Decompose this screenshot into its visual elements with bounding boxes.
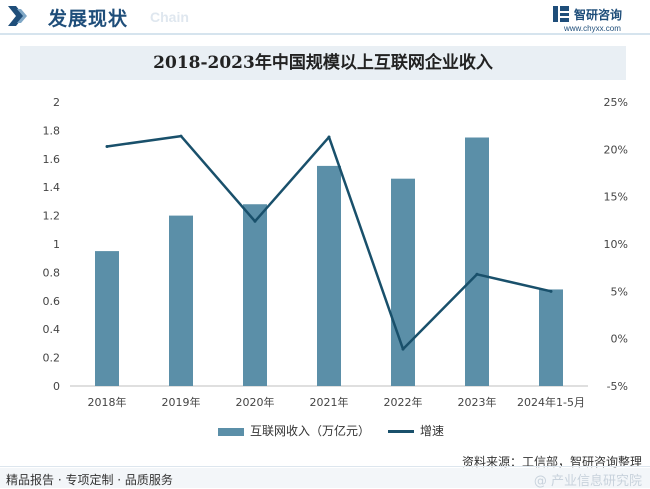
- footer-watermark: @ 产业信息研究院: [533, 474, 642, 489]
- y-left-tick-label: 2: [53, 96, 60, 109]
- legend-label-revenue: 互联网收入（万亿元）: [250, 424, 371, 438]
- footer-tagline: 精品报告 · 专项定制 · 品质服务: [6, 473, 173, 487]
- y-right-tick-label: 20%: [604, 143, 628, 156]
- header-divider: [0, 33, 650, 35]
- y-left-tick-label: 0.2: [43, 352, 61, 365]
- legend-label-growth: 增速: [420, 424, 445, 438]
- footer-divider: [0, 466, 650, 467]
- growth-point: [475, 272, 479, 276]
- growth-point: [179, 134, 183, 138]
- growth-point: [253, 219, 257, 223]
- page-footer: 精品报告 · 专项定制 · 品质服务 @ 产业信息研究院: [0, 468, 650, 489]
- y-right-tick-label: 5%: [611, 285, 628, 298]
- y-left-tick-label: 1.2: [43, 210, 61, 223]
- header-watermark: Chain: [150, 9, 189, 25]
- growth-point: [327, 135, 331, 139]
- y-right-tick-label: 25%: [604, 96, 628, 109]
- y-left-tick-label: 1.6: [43, 153, 61, 166]
- x-tick-label: 2023年: [458, 395, 497, 409]
- x-tick-label: 2022年: [384, 395, 423, 409]
- bar: [465, 137, 489, 386]
- y-left-tick-label: 0.8: [43, 266, 61, 279]
- brand-url: www.chyxx.com: [564, 24, 621, 33]
- legend-bar-swatch: [218, 427, 244, 436]
- growth-point: [401, 347, 405, 351]
- brand-name: 智研咨询: [574, 8, 623, 22]
- legend-line-swatch: [388, 430, 414, 433]
- x-tick-label: 2019年: [162, 395, 201, 409]
- bar: [243, 204, 267, 386]
- brand-logo-icon: [553, 6, 569, 22]
- legend-item-revenue: 互联网收入（万亿元）: [218, 422, 370, 438]
- data-source: 资料来源：工信部，智研咨询整理: [461, 455, 642, 469]
- combo-chart: 0 0.2 0.4 0.6 0.8 1 1.2 1.4 1.6 1.8 2 -5% 0% 5% 10% 15%…: [43, 96, 629, 409]
- y-left-tick-label: 0.6: [43, 295, 61, 308]
- y-left-tick-label: 1.8: [43, 124, 61, 137]
- bar: [391, 178, 415, 386]
- legend-item-growth: 增速: [388, 422, 444, 438]
- y-left-tick-label: 1: [53, 238, 60, 251]
- y-left-tick-label: 0.4: [43, 323, 61, 336]
- y-right-tick-label: 15%: [604, 191, 628, 204]
- bar: [169, 215, 193, 386]
- y-right-tick-label: -5%: [607, 380, 628, 393]
- page-header: 发展现状 Chain 智研咨询 www.chyxx.com: [0, 0, 650, 33]
- bar: [95, 251, 119, 386]
- double-chevron-icon: [8, 6, 27, 26]
- growth-point: [105, 144, 109, 148]
- brand-logo-block: 智研咨询 www.chyxx.com: [552, 4, 642, 36]
- y-right-tick-label: 10%: [604, 238, 628, 251]
- x-tick-label: 2021年: [310, 395, 349, 409]
- y-left-tick-label: 1.4: [43, 181, 61, 194]
- bar: [317, 165, 341, 386]
- y-right-tick-label: 0%: [611, 333, 628, 346]
- x-tick-label: 2018年: [88, 395, 127, 409]
- chart-title: 2018-2023年中国规模以上互联网企业收入: [20, 46, 626, 80]
- x-tick-label: 2020年: [236, 395, 275, 409]
- section-title: 发展现状: [48, 8, 129, 30]
- chart-legend: 互联网收入（万亿元） 增速: [0, 420, 650, 440]
- x-tick-label: 2024年1-5月: [517, 395, 585, 409]
- growth-point: [549, 289, 553, 293]
- bar: [539, 289, 563, 386]
- y-left-tick-label: 0: [53, 380, 60, 393]
